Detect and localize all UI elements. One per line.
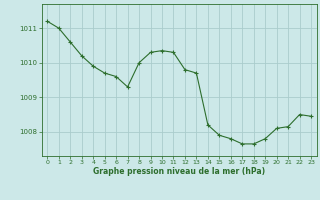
X-axis label: Graphe pression niveau de la mer (hPa): Graphe pression niveau de la mer (hPa): [93, 167, 265, 176]
